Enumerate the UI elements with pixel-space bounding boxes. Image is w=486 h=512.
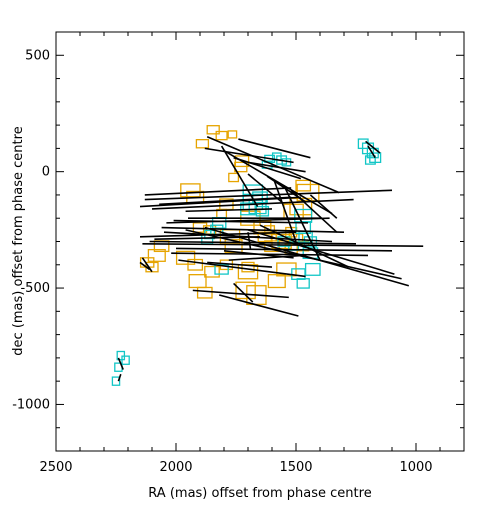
vector-line — [151, 198, 354, 210]
cyan-box — [211, 216, 227, 229]
vector-line — [309, 194, 338, 219]
vector-line — [365, 140, 381, 154]
vector-line — [178, 259, 306, 278]
cyan-box — [255, 205, 270, 217]
y-tick-label: -500 — [20, 281, 50, 296]
cyan-box — [303, 236, 318, 247]
vector-line — [173, 219, 309, 224]
vector-line — [204, 226, 410, 287]
cyan-box — [214, 264, 229, 275]
vector-line — [247, 232, 252, 249]
vector-line — [259, 224, 350, 268]
vector-line — [220, 145, 259, 207]
y-tick-label: 0 — [42, 165, 50, 180]
vector-line — [166, 217, 330, 224]
vector-line — [218, 294, 299, 317]
vector-line — [139, 231, 297, 238]
gold-box — [188, 274, 207, 289]
y-axis-label: dec (mas) offset from phase centre — [11, 126, 26, 355]
gold-box — [175, 250, 196, 265]
vector-line — [139, 196, 301, 208]
cyan-box — [296, 278, 310, 289]
cyan-box — [295, 221, 312, 235]
vector-line — [204, 147, 294, 164]
vector-line — [283, 185, 321, 261]
vector-line — [185, 208, 273, 213]
vector-line — [117, 357, 124, 370]
gold-box — [195, 139, 210, 149]
vector-line — [228, 254, 304, 261]
x-axis-label: RA (mas) offset from phase centre — [148, 486, 371, 501]
gold-box — [187, 258, 204, 271]
gold-box — [180, 183, 201, 198]
vector-line — [185, 229, 402, 280]
y-tick-label: 500 — [25, 48, 50, 63]
gold-box — [227, 130, 238, 139]
x-tick-label: 2000 — [159, 460, 192, 475]
cyan-box — [304, 262, 321, 276]
gold-box — [215, 130, 228, 141]
x-tick-label: 1000 — [399, 460, 432, 475]
gold-box — [295, 179, 312, 192]
gold-box — [206, 125, 220, 135]
vector-line — [273, 180, 297, 242]
motion-vectors — [117, 136, 424, 382]
vector-line — [144, 189, 393, 201]
cyan-box — [121, 355, 130, 365]
vector-line — [207, 261, 273, 268]
vector-line — [141, 257, 153, 273]
vector-line — [233, 156, 302, 180]
vector-line — [247, 161, 306, 173]
vector-line — [149, 240, 357, 245]
x-tick-label: 1500 — [279, 460, 312, 475]
vector-line — [247, 229, 395, 275]
vector-line — [192, 289, 289, 299]
vector-line — [238, 138, 311, 159]
vector-line — [117, 373, 122, 382]
gold-box — [241, 261, 255, 273]
cyan-box — [364, 155, 376, 165]
vector-line — [142, 243, 424, 247]
vector-line — [223, 150, 333, 215]
vector-line — [233, 282, 254, 303]
gold-box — [228, 172, 240, 183]
gold-box — [267, 274, 286, 289]
gold-box — [196, 286, 213, 299]
gold-box — [147, 248, 166, 262]
vector-line — [206, 136, 340, 194]
gold-box — [235, 281, 256, 300]
gold-box — [234, 155, 250, 168]
vector-line — [161, 226, 345, 233]
ticks: 2500 2000 1500 1000 500 0 -500 -1000 — [12, 31, 465, 475]
cyan-box — [291, 268, 306, 280]
vector-line — [290, 189, 338, 233]
vector-line — [367, 145, 376, 159]
vector-line — [171, 252, 369, 257]
vector-line — [154, 236, 261, 240]
vector-line — [139, 261, 151, 271]
cyan-box — [111, 376, 121, 386]
gold-box — [204, 265, 220, 278]
vector-line — [247, 173, 283, 203]
y-tick-label: -1000 — [12, 397, 50, 412]
x-tick-label: 2500 — [39, 460, 72, 475]
